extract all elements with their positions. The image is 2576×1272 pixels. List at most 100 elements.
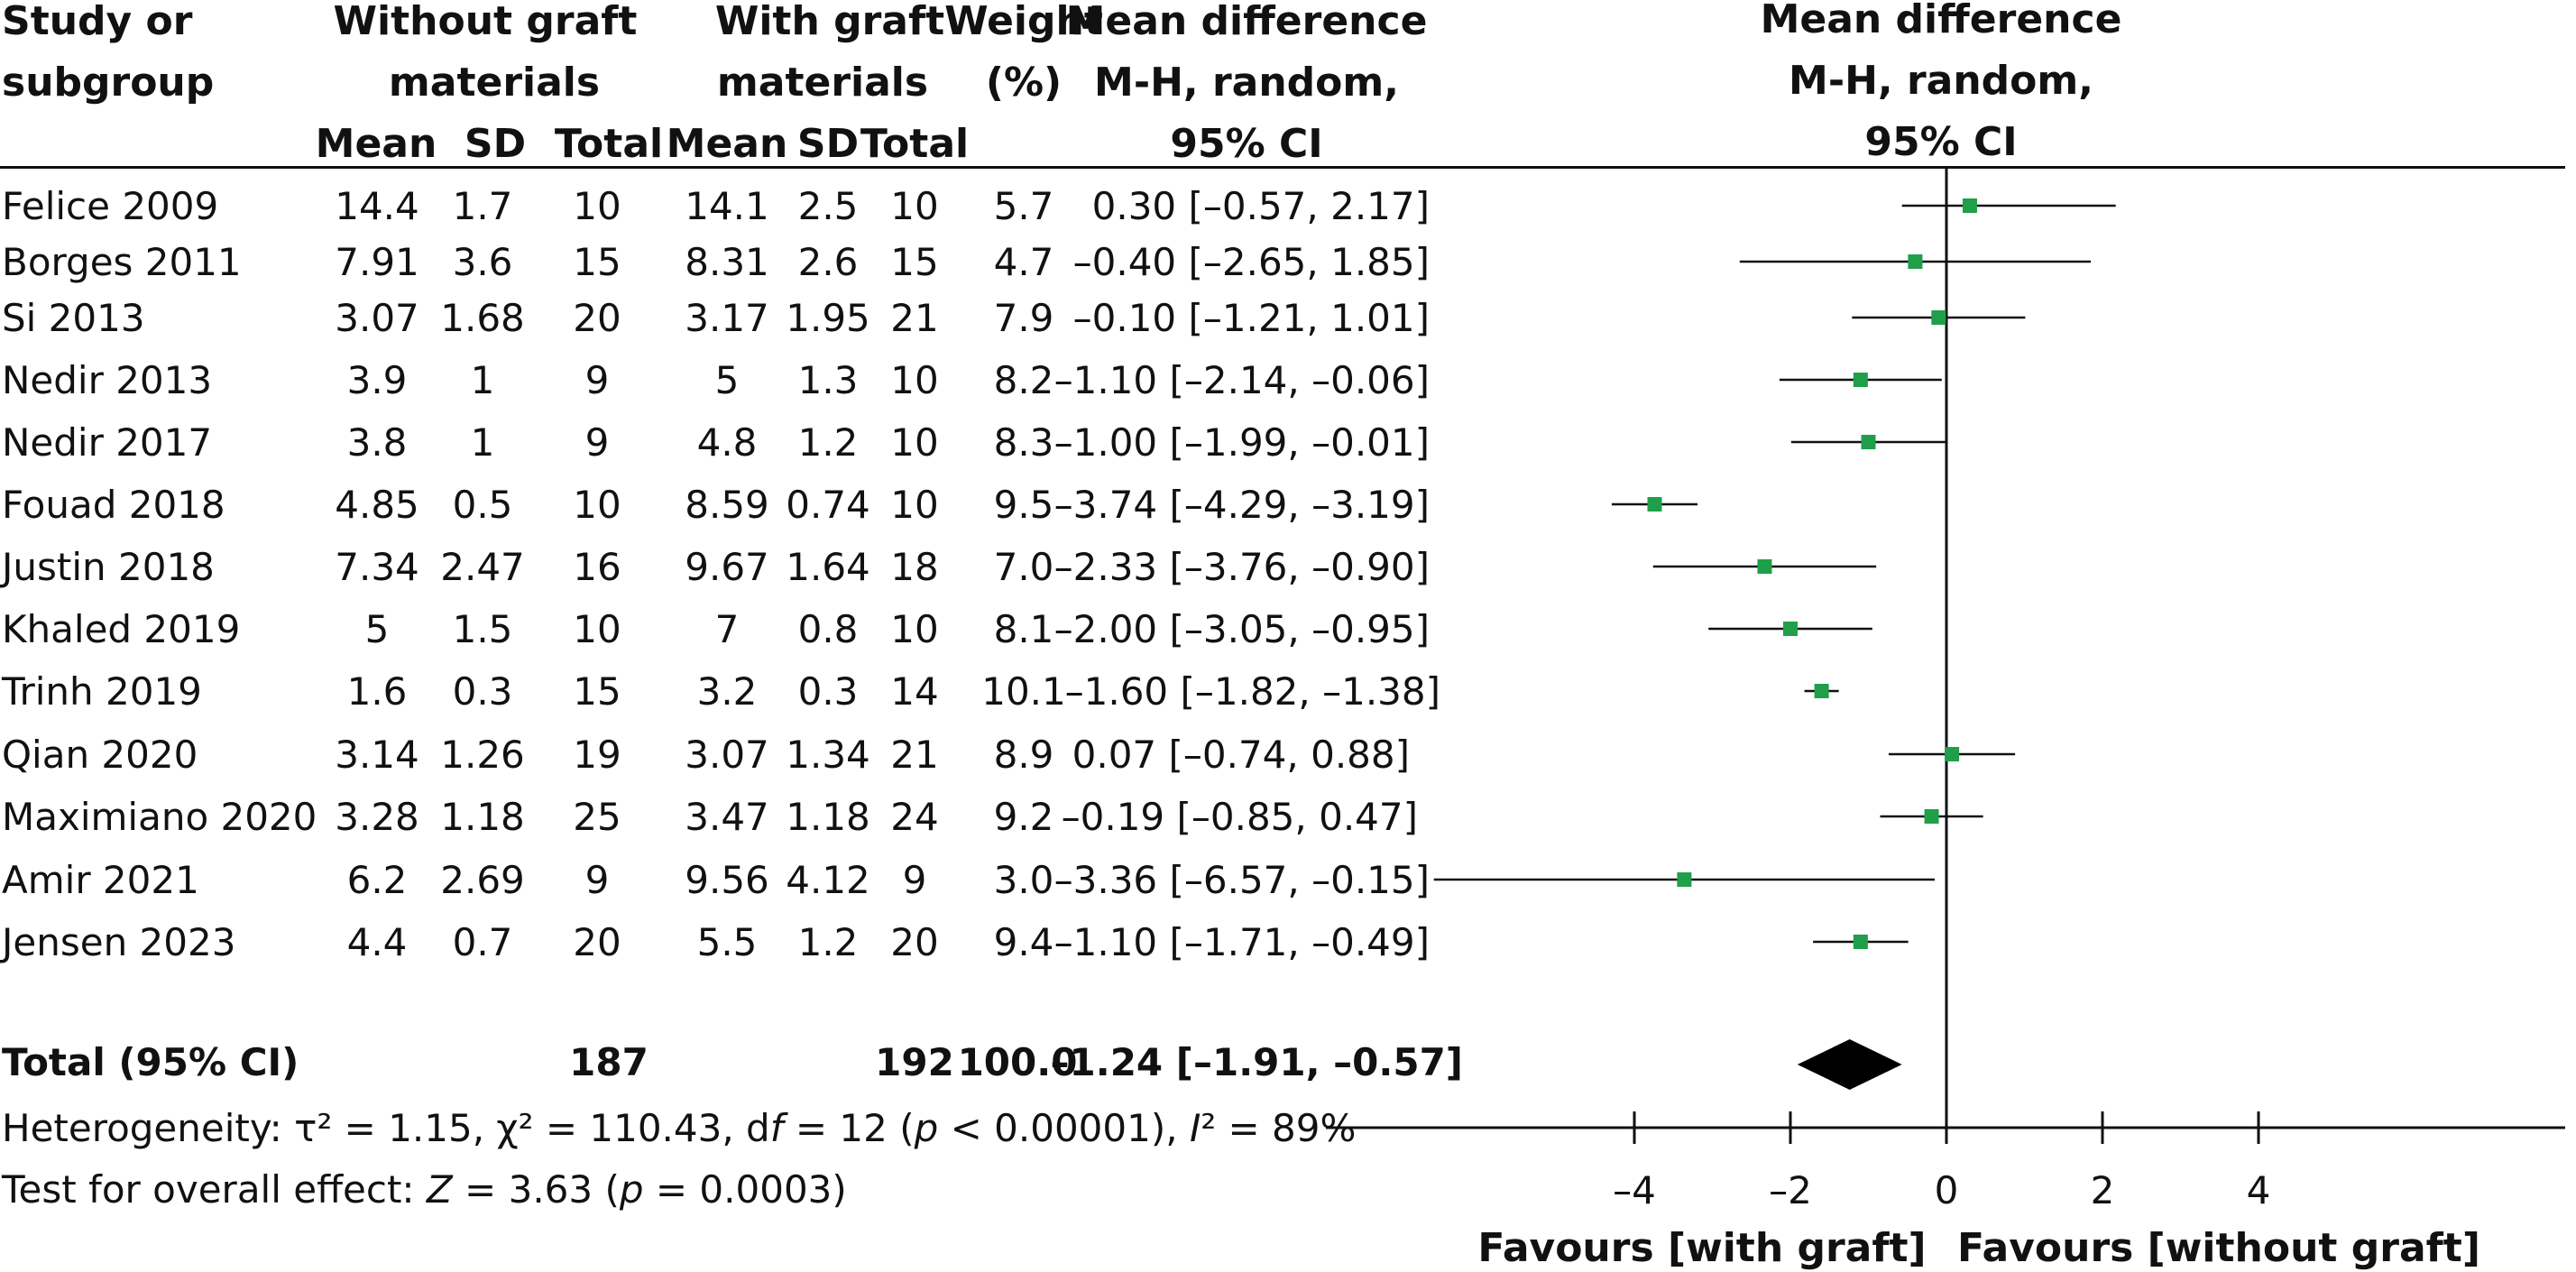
sd-with: 0.74 <box>786 483 870 527</box>
weight: 9.5 <box>993 483 1054 527</box>
study-name: Si 2013 <box>2 296 145 340</box>
point-marker <box>1962 198 1977 213</box>
total-with: 14 <box>890 669 939 714</box>
total-without: 10 <box>573 483 621 527</box>
mean-with: 3.07 <box>685 733 769 777</box>
mean-without: 6.2 <box>346 858 408 902</box>
point-marker <box>1814 684 1829 698</box>
mean-without: 3.07 <box>335 296 419 340</box>
md-ci: –3.36 [–6.57, –0.15] <box>1053 858 1430 902</box>
total-without: 19 <box>573 733 621 777</box>
plot-header-line: M-H, random, <box>1789 58 2093 104</box>
x-tick-label: –4 <box>1613 1168 1656 1212</box>
total-with: 15 <box>890 240 939 284</box>
plot-header-line: Mean difference <box>1761 0 2122 42</box>
study-name: Khaled 2019 <box>2 607 241 651</box>
weight: 9.4 <box>993 920 1054 964</box>
total-with: 192 <box>875 1040 954 1084</box>
point-marker <box>1931 310 1946 325</box>
header-without-line1: Without graft <box>333 0 638 44</box>
point-marker <box>1647 497 1662 512</box>
mean-without: 4.85 <box>335 483 419 527</box>
study-name: Borges 2011 <box>2 240 242 284</box>
mean-without: 3.9 <box>346 358 408 402</box>
point-marker <box>1853 373 1868 387</box>
study-name: Qian 2020 <box>2 733 198 777</box>
x-tick-label: 2 <box>2091 1168 2115 1212</box>
sd-without: 2.69 <box>440 858 525 902</box>
header-md-line2: M-H, random, <box>1094 60 1399 106</box>
study-name: Justin 2018 <box>2 545 215 589</box>
sd-without: 1.5 <box>452 607 513 651</box>
total-with: 10 <box>890 184 939 228</box>
sd-with: 0.8 <box>797 607 859 651</box>
header-with-line2: materials <box>716 60 929 106</box>
sd-without: 1 <box>470 358 495 402</box>
sd-with: 2.6 <box>797 240 859 284</box>
sd-with: 1.95 <box>786 296 870 340</box>
study-name: Nedir 2013 <box>2 358 213 402</box>
weight: 7.0 <box>993 545 1054 589</box>
sd-with: 1.2 <box>797 920 859 964</box>
sd-with: 0.3 <box>797 669 859 714</box>
md-ci: 0.07 [–0.74, 0.88] <box>1072 733 1410 777</box>
md-ci: –1.00 [–1.99, –0.01] <box>1053 420 1430 465</box>
mean-without: 5 <box>364 607 390 651</box>
md-ci: –0.10 [–1.21, 1.01] <box>1072 296 1430 340</box>
mean-with: 3.47 <box>685 795 769 839</box>
mean-without: 3.28 <box>335 795 419 839</box>
mean-with: 8.31 <box>685 240 769 284</box>
study-name: Maximiano 2020 <box>2 795 317 839</box>
header-study-line1: Study or <box>2 0 193 44</box>
md-ci: –3.74 [–4.29, –3.19] <box>1053 483 1430 527</box>
study-name: Jensen 2023 <box>2 920 236 964</box>
sd-without: 2.47 <box>440 545 525 589</box>
md-ci: 0.30 [–0.57, 2.17] <box>1091 184 1430 228</box>
heterogeneity-text: Heterogeneity: τ² = 1.15, χ² = 110.43, d… <box>2 1106 1357 1150</box>
total-without: 25 <box>573 795 621 839</box>
total-without: 9 <box>584 420 610 465</box>
forest-table: Study or subgroup Without graft material… <box>2 0 1463 1209</box>
x-tick-label: –2 <box>1769 1168 1812 1212</box>
total-with: 10 <box>890 483 939 527</box>
sd-without: 1.7 <box>452 184 513 228</box>
x-tick-label: 4 <box>2247 1168 2271 1212</box>
total-label: Total (95% CI) <box>2 1040 299 1084</box>
header-total1: Total <box>554 121 664 167</box>
study-name: Nedir 2017 <box>2 420 213 465</box>
header-sd1: SD <box>464 121 527 167</box>
header-mean2: Mean <box>666 121 788 167</box>
point-marker <box>1945 747 1960 761</box>
md-ci: –1.10 [–2.14, –0.06] <box>1053 358 1430 402</box>
md-ci: –1.10 [–1.71, –0.49] <box>1053 920 1430 964</box>
mean-with: 9.67 <box>685 545 769 589</box>
mean-with: 14.1 <box>685 184 769 228</box>
header-without-line2: materials <box>388 60 601 106</box>
mean-with: 5 <box>714 358 740 402</box>
mean-without: 7.34 <box>335 545 419 589</box>
md-ci: –1.60 [–1.82, –1.38] <box>1064 669 1440 714</box>
weight: 3.0 <box>993 858 1054 902</box>
header-weight-line1: Weight <box>944 0 1103 44</box>
study-name: Trinh 2019 <box>2 669 202 714</box>
mean-with: 7 <box>714 607 740 651</box>
sd-without: 1.18 <box>440 795 525 839</box>
total-without: 10 <box>573 607 621 651</box>
total-with: 10 <box>890 420 939 465</box>
sd-without: 0.3 <box>452 669 513 714</box>
mean-with: 8.59 <box>685 483 769 527</box>
sd-without: 1 <box>470 420 495 465</box>
total-with: 18 <box>890 545 939 589</box>
md-ci: –2.00 [–3.05, –0.95] <box>1053 607 1430 651</box>
sd-with: 1.34 <box>786 733 870 777</box>
study-name: Amir 2021 <box>2 858 199 902</box>
sd-without: 0.7 <box>452 920 513 964</box>
favours-right-label: Favours [without graft] <box>1957 1225 2480 1271</box>
mean-without: 14.4 <box>335 184 419 228</box>
plot-header-line: 95% CI <box>1864 119 2017 165</box>
sd-without: 1.68 <box>440 296 525 340</box>
mean-without: 3.8 <box>346 420 408 465</box>
weight: 9.2 <box>993 795 1054 839</box>
